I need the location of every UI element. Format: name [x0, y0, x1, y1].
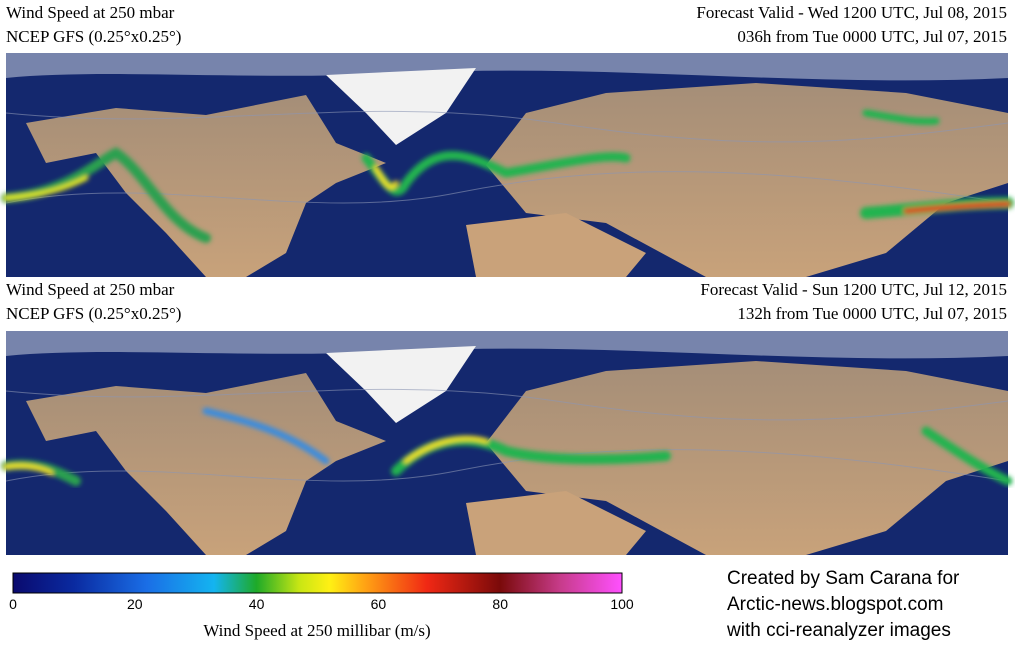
wind-map	[1, 330, 1013, 556]
panel-run: 036h from Tue 0000 UTC, Jul 07, 2015	[737, 27, 1007, 46]
colorbar-tick-label: 0	[9, 596, 17, 612]
colorbar-tick-label: 100	[610, 596, 634, 612]
colorbar-tick-label: 20	[127, 596, 143, 612]
wind-map	[1, 52, 1014, 278]
colorbar-tick-label: 60	[371, 596, 387, 612]
panel-model: NCEP GFS (0.25°x0.25°)	[6, 304, 181, 323]
colorbar	[12, 572, 623, 594]
panel-valid: Forecast Valid - Wed 1200 UTC, Jul 08, 2…	[696, 3, 1007, 22]
credit-line: Arctic-news.blogspot.com	[727, 594, 943, 615]
panel-valid: Forecast Valid - Sun 1200 UTC, Jul 12, 2…	[700, 280, 1007, 299]
colorbar-tick-label: 40	[249, 596, 265, 612]
colorbar-tick-label: 80	[492, 596, 508, 612]
colorbar-label: Wind Speed at 250 millibar (m/s)	[203, 621, 430, 640]
credit-line: with cci-reanalyzer images	[726, 620, 951, 641]
panel-title: Wind Speed at 250 mbar	[6, 280, 175, 299]
panel-model: NCEP GFS (0.25°x0.25°)	[6, 27, 181, 46]
panel-title: Wind Speed at 250 mbar	[6, 3, 175, 22]
credit-line: Created by Sam Carana for	[727, 568, 960, 589]
panel-run: 132h from Tue 0000 UTC, Jul 07, 2015	[737, 304, 1007, 323]
